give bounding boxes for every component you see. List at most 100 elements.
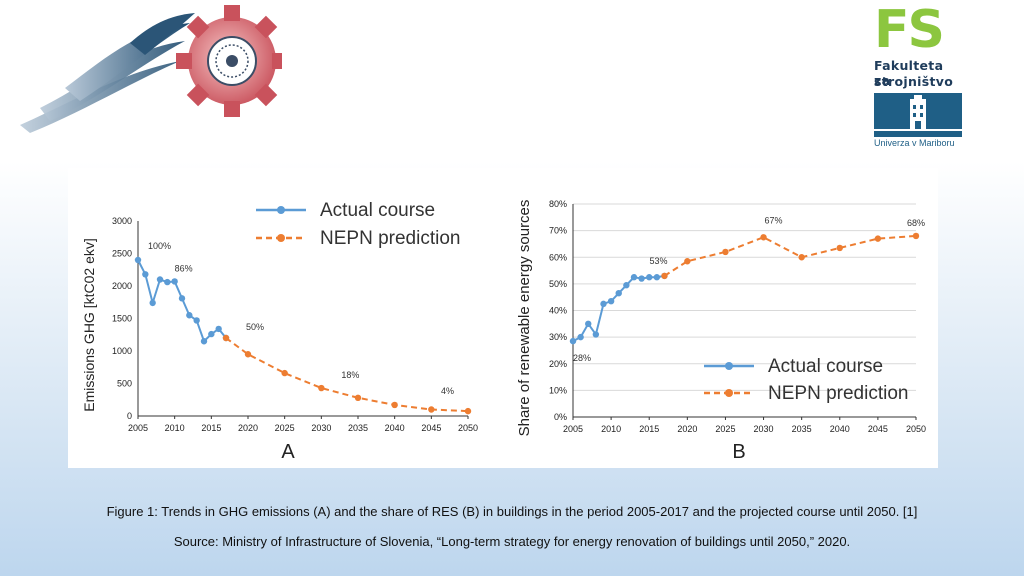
chart-a-panel-label: A bbox=[281, 441, 295, 463]
a-series-point bbox=[193, 317, 200, 324]
chart-b-legend-nepn-label: NEPN prediction bbox=[768, 383, 908, 404]
a-series-point bbox=[464, 407, 472, 415]
b-annotation-label: 28% bbox=[573, 353, 591, 363]
a-series-line-1 bbox=[225, 337, 469, 413]
b-annotation-label: 68% bbox=[907, 218, 925, 228]
a-series-point bbox=[354, 394, 362, 401]
b-ytick-label: 0% bbox=[554, 412, 567, 422]
a-series-point bbox=[149, 299, 156, 307]
b-series-point bbox=[585, 320, 592, 328]
a-series-point bbox=[171, 278, 178, 285]
b-xtick-label: 2010 bbox=[601, 424, 621, 434]
figure-source: Source: Ministry of Infrastructure of Sl… bbox=[173, 534, 851, 549]
b-series-point bbox=[638, 275, 645, 282]
charts-svg: Emissions GHG [ktC02 ekv] 0 500 1000 1500 20… bbox=[81, 199, 926, 463]
chart-a-legend-nepn-marker bbox=[277, 234, 285, 242]
chart-a-legend: Actual course NEPN prediction bbox=[256, 200, 460, 249]
faculty-logo-right: FS Fakulteta za strojništvo Univerza v M… bbox=[868, 0, 964, 152]
b-xtick-label: 2045 bbox=[868, 424, 888, 434]
b-series-point bbox=[646, 274, 653, 281]
a-xtick-label: 2010 bbox=[165, 423, 185, 433]
a-ytick-label: 1000 bbox=[112, 346, 132, 356]
chart-b-legend: Actual course NEPN prediction bbox=[704, 356, 908, 404]
a-series-point bbox=[178, 295, 186, 302]
a-series-point bbox=[142, 271, 149, 278]
chart-b: Share of renewable energy sources 0% 10% 2… bbox=[516, 199, 926, 463]
b-annotation-label: 53% bbox=[649, 256, 667, 266]
b-series-point bbox=[630, 274, 638, 281]
b-series-point bbox=[798, 254, 805, 261]
a-series-point bbox=[164, 278, 171, 286]
a-series-point bbox=[281, 369, 288, 377]
b-series-point bbox=[569, 337, 577, 345]
b-xtick-label: 2005 bbox=[563, 424, 583, 434]
b-series-point bbox=[615, 289, 622, 297]
a-series-point bbox=[134, 256, 142, 264]
b-series-point bbox=[836, 244, 843, 252]
a-series-point bbox=[156, 276, 164, 283]
university-name: Univerza v Mariboru bbox=[874, 138, 955, 148]
b-xtick-label: 2015 bbox=[639, 424, 659, 434]
b-series-point bbox=[760, 234, 767, 241]
a-ytick-label: 0 bbox=[127, 411, 132, 421]
a-series-point bbox=[391, 401, 398, 409]
chart-b-legend-actual-label: Actual course bbox=[768, 356, 883, 377]
faculty-logo-left bbox=[10, 3, 288, 137]
chart-a-ylabel: Emissions GHG [ktC02 ekv] bbox=[81, 238, 97, 412]
a-xtick-label: 2020 bbox=[238, 423, 258, 433]
b-ytick-label: 20% bbox=[549, 359, 567, 369]
b-xtick-label: 2040 bbox=[830, 424, 850, 434]
chart-a-legend-actual-label: Actual course bbox=[320, 200, 435, 221]
a-annotation-label: 86% bbox=[175, 263, 193, 273]
b-ytick-label: 10% bbox=[549, 385, 567, 395]
b-series-point bbox=[874, 235, 882, 242]
a-series-point bbox=[208, 330, 215, 338]
b-series-point bbox=[661, 272, 668, 280]
b-ytick-label: 60% bbox=[549, 252, 567, 262]
b-xtick-label: 2020 bbox=[677, 424, 697, 434]
a-ytick-label: 2000 bbox=[112, 281, 132, 291]
gear-wave-logo-icon bbox=[20, 5, 288, 133]
faculty-name-line2: strojništvo bbox=[874, 74, 954, 89]
b-series-line-0 bbox=[572, 274, 665, 343]
a-xtick-label: 2035 bbox=[348, 423, 368, 433]
a-annotation-label: 4% bbox=[441, 386, 454, 396]
b-series-point bbox=[653, 274, 661, 281]
faculty-name-line1: Fakulteta za bbox=[874, 58, 944, 88]
university-building-icon bbox=[874, 93, 962, 137]
a-ytick-label: 500 bbox=[117, 379, 132, 389]
b-xtick-label: 2035 bbox=[792, 424, 812, 434]
b-series-point bbox=[592, 331, 600, 338]
b-ytick-label: 80% bbox=[549, 199, 567, 209]
a-xtick-label: 2015 bbox=[201, 423, 221, 433]
b-ytick-label: 30% bbox=[549, 332, 567, 342]
a-series-point bbox=[186, 312, 193, 319]
a-annotation-label: 18% bbox=[341, 370, 359, 380]
chart-b-legend-actual-marker bbox=[725, 362, 733, 370]
a-annotation-label: 100% bbox=[148, 241, 171, 251]
a-xtick-label: 2050 bbox=[458, 423, 478, 433]
figure-caption: Figure 1: Trends in GHG emissions (A) an… bbox=[106, 504, 918, 519]
a-series-point bbox=[200, 338, 208, 345]
b-series-point bbox=[684, 258, 691, 265]
chart-a: Emissions GHG [ktC02 ekv] 0 500 1000 1500 20… bbox=[81, 200, 478, 463]
chart-panel: Emissions GHG [ktC02 ekv] 0 500 1000 1500 20… bbox=[68, 168, 938, 468]
b-series-point bbox=[623, 282, 630, 289]
b-ytick-label: 40% bbox=[549, 306, 567, 316]
b-series-point bbox=[912, 232, 920, 240]
b-series-point bbox=[607, 297, 615, 305]
a-series-point bbox=[215, 325, 222, 333]
b-series-point bbox=[722, 248, 729, 256]
chart-a-legend-nepn-label: NEPN prediction bbox=[320, 228, 460, 249]
b-series-point bbox=[577, 333, 584, 341]
a-series-point bbox=[222, 334, 230, 342]
chart-b-ylabel: Share of renewable energy sources bbox=[516, 200, 533, 437]
b-series-point bbox=[600, 300, 607, 308]
fs-logo-letters: FS bbox=[874, 0, 945, 60]
chart-a-legend-actual-marker bbox=[277, 206, 285, 214]
a-xtick-label: 2025 bbox=[275, 423, 295, 433]
b-ytick-label: 50% bbox=[549, 279, 567, 289]
a-annotation-label: 50% bbox=[246, 322, 264, 332]
a-ytick-label: 2500 bbox=[112, 249, 132, 259]
b-xtick-label: 2025 bbox=[715, 424, 735, 434]
